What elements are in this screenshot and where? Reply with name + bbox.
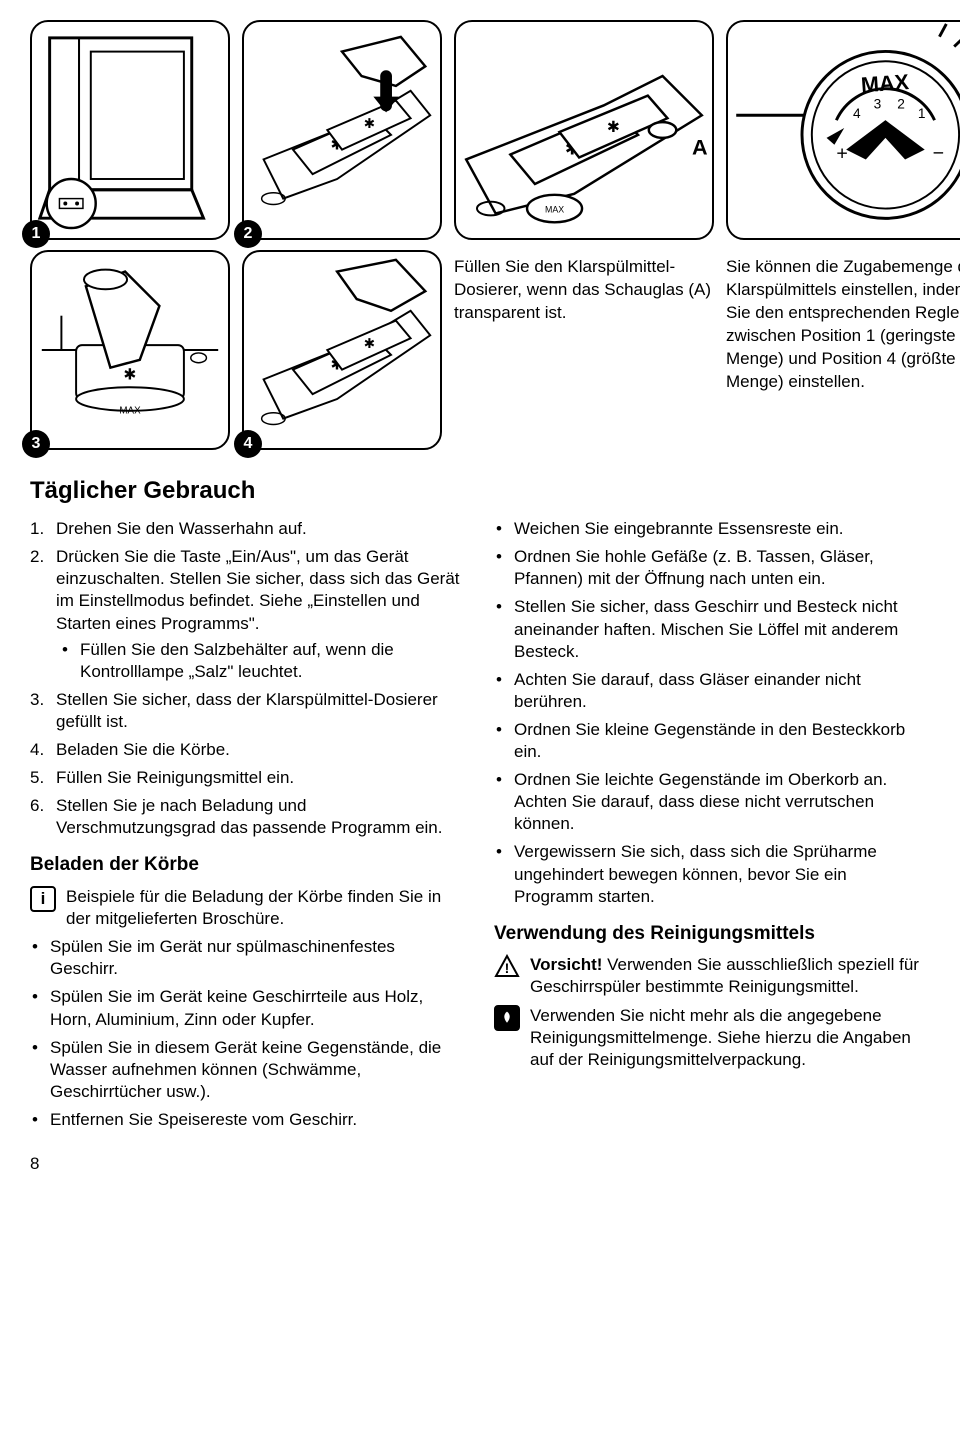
left-bullet-0: Spülen Sie im Gerät nur spülmaschinenfes… — [30, 936, 466, 980]
step-3: Stellen Sie sicher, dass der Klarspülmit… — [30, 689, 466, 733]
svg-text:MAX: MAX — [545, 204, 564, 214]
info-text: Beispiele für die Beladung der Körbe fin… — [66, 886, 466, 930]
step-6: Stellen Sie je nach Beladung und Verschm… — [30, 795, 466, 839]
svg-text:✱: ✱ — [607, 119, 620, 136]
right-bullet-3: Achten Sie darauf, dass Gläser einander … — [494, 669, 930, 713]
right-bullet-4: Ordnen Sie kleine Gegenstände in den Bes… — [494, 719, 930, 763]
left-bullets: Spülen Sie im Gerät nur spülmaschinenfes… — [30, 936, 466, 1131]
eco-note: Verwenden Sie nicht mehr als die angegeb… — [494, 1005, 930, 1071]
warning-text: Vorsicht! Verwenden Sie ausschließlich s… — [530, 954, 930, 998]
figure-number-4: 4 — [234, 430, 262, 458]
figure-5-caption: Füllen Sie den Klarspülmittel-Dosierer, … — [454, 250, 714, 450]
step-5: Füllen Sie Reinigungsmittel ein. — [30, 767, 466, 789]
warning-icon: ! — [494, 954, 520, 978]
fig6-max-label: MAX — [860, 69, 910, 97]
eco-icon — [494, 1005, 520, 1031]
figure-6: MAX 4 3 2 1 + − — [726, 20, 960, 240]
left-bullet-2: Spülen Sie in diesem Gerät keine Gegenst… — [30, 1037, 466, 1103]
step-2-sub: Füllen Sie den Salzbehälter auf, wenn di… — [60, 639, 466, 683]
info-note: i Beispiele für die Beladung der Körbe f… — [30, 886, 466, 930]
svg-text:!: ! — [505, 960, 510, 976]
left-bullet-1: Spülen Sie im Gerät keine Geschirrteile … — [30, 986, 466, 1030]
right-bullet-2: Stellen Sie sicher, dass Geschirr und Be… — [494, 596, 930, 662]
warning-note: ! Vorsicht! Verwenden Sie ausschließlich… — [494, 954, 930, 998]
right-bullet-6: Vergewissern Sie sich, dass sich die Spr… — [494, 841, 930, 907]
figure-1: 1 — [30, 20, 230, 240]
right-column: Weichen Sie eingebrannte Essensreste ein… — [494, 518, 930, 1137]
right-subheading: Verwendung des Reinigungsmittels — [494, 922, 930, 947]
figure-5: ✱ ✱ MAX A — [454, 20, 714, 240]
left-bullet-3: Entfernen Sie Speisereste vom Geschirr. — [30, 1109, 466, 1131]
svg-text:2: 2 — [897, 96, 905, 111]
left-column: Drehen Sie den Wasserhahn auf. Drücken S… — [30, 518, 466, 1137]
left-subheading: Beladen der Körbe — [30, 853, 466, 878]
figure-number-2: 2 — [234, 220, 262, 248]
svg-text:4: 4 — [853, 106, 861, 121]
svg-text:+: + — [836, 142, 847, 164]
step-1: Drehen Sie den Wasserhahn auf. — [30, 518, 466, 540]
svg-text:1: 1 — [918, 106, 926, 121]
svg-text:✱: ✱ — [364, 116, 376, 131]
steps-list: Drehen Sie den Wasserhahn auf. Drücken S… — [30, 518, 466, 839]
figure-grid: 1 ✱ ✱ 2 max ✱ MAX — [30, 20, 930, 450]
right-bullets: Weichen Sie eingebrannte Essensreste ein… — [494, 518, 930, 908]
step-2: Drücken Sie die Taste „Ein/Aus", um das … — [30, 546, 466, 683]
figure-3-wrap: max ✱ MAX 3 — [30, 250, 230, 450]
eco-text: Verwenden Sie nicht mehr als die angegeb… — [530, 1005, 930, 1071]
right-bullet-5: Ordnen Sie leichte Gegenstände im Oberko… — [494, 769, 930, 835]
fig5-a-label: A — [692, 135, 708, 160]
section-title: Täglicher Gebrauch — [30, 475, 930, 506]
figure-number-3: 3 — [22, 430, 50, 458]
svg-text:−: − — [933, 142, 944, 164]
right-bullet-0: Weichen Sie eingebrannte Essensreste ein… — [494, 518, 930, 540]
content-columns: Drehen Sie den Wasserhahn auf. Drücken S… — [30, 518, 930, 1137]
figure-4: ✱ ✱ 4 — [242, 250, 442, 450]
figure-6-caption: Sie können die Zugabemenge des Klarspülm… — [726, 250, 960, 450]
svg-text:✱: ✱ — [364, 336, 376, 351]
svg-text:✱: ✱ — [123, 366, 136, 383]
info-icon: i — [30, 886, 56, 912]
figure-number-1: 1 — [22, 220, 50, 248]
svg-text:3: 3 — [874, 96, 882, 111]
svg-text:MAX: MAX — [119, 406, 141, 417]
step-4: Beladen Sie die Körbe. — [30, 739, 466, 761]
figure-2: ✱ ✱ 2 — [242, 20, 442, 240]
page-number: 8 — [30, 1153, 930, 1175]
right-bullet-1: Ordnen Sie hohle Gefäße (z. B. Tassen, G… — [494, 546, 930, 590]
